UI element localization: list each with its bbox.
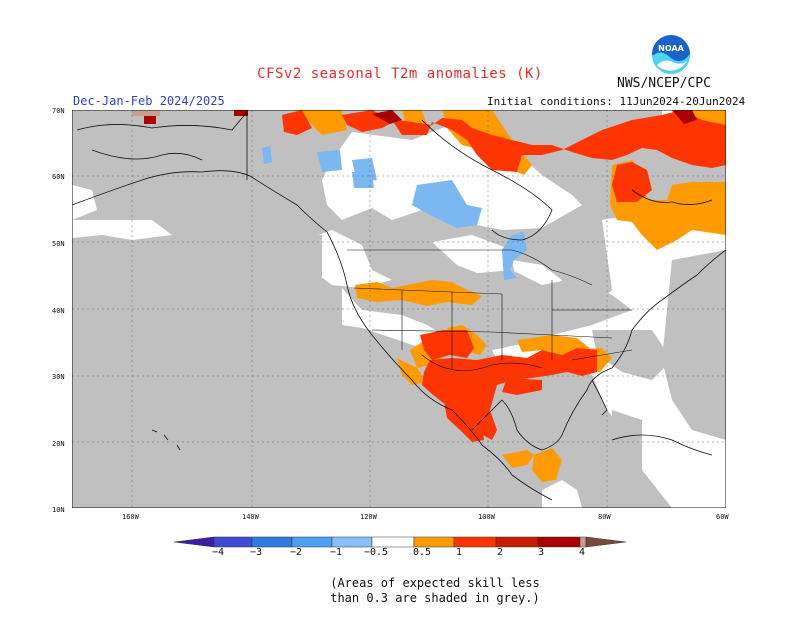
warm-anomaly-2-3 <box>144 110 697 124</box>
lon-label-160w: 160W <box>122 513 139 521</box>
colorbar-segment <box>331 536 373 548</box>
noaa-logo-text: NOAA <box>658 44 684 53</box>
lon-label-120w: 120W <box>360 513 377 521</box>
colorbar-label-p2: 2 <box>497 547 504 558</box>
colorbar-lower-arrow <box>174 536 215 548</box>
lon-label-100w: 100W <box>478 513 495 521</box>
colorbar-segment <box>371 536 415 548</box>
colorbar-label-m2: −2 <box>290 547 303 558</box>
chart-title: CFSv2 seasonal T2m anomalies (K) <box>257 66 543 82</box>
lat-label-10n: 10N <box>52 506 65 514</box>
colorbar-segment <box>453 536 497 548</box>
colorbar-upper-arrow <box>585 536 626 548</box>
lat-label-50n: 50N <box>52 240 65 248</box>
political-borders <box>347 249 633 371</box>
colorbar-segment <box>213 536 253 548</box>
season-label: Dec-Jan-Feb 2024/2025 <box>73 94 225 108</box>
noaa-logo: NOAA <box>652 35 691 74</box>
colorbar-label-p4: 4 <box>579 547 586 558</box>
lat-label-20n: 20N <box>52 440 65 448</box>
lon-label-140w: 140W <box>242 513 259 521</box>
colorbar-label-m1: −1 <box>330 547 343 558</box>
skill-note: (Areas of expected skill less than 0.3 a… <box>330 576 540 605</box>
lat-label-60n: 60N <box>52 173 65 181</box>
colorbar-label-m05: −0.5 <box>364 547 389 558</box>
anomaly-map <box>72 110 726 508</box>
lon-label-80w: 80W <box>598 513 611 521</box>
colorbar-label-p05: 0.5 <box>413 547 432 558</box>
colorbar-segment <box>495 536 539 548</box>
colorbar-segment <box>291 536 333 548</box>
lat-label-30n: 30N <box>52 373 65 381</box>
lat-label-70n: 70N <box>52 107 65 115</box>
colorbar-segment <box>579 536 587 548</box>
colorbar-label-m4: −4 <box>212 547 225 558</box>
colorbar-label-m3: −3 <box>250 547 263 558</box>
initial-conditions-label: Initial conditions: 11Jun2024-20Jun2024 <box>487 95 746 108</box>
colorbar-segment <box>251 536 293 548</box>
colorbar-label-p1: 1 <box>456 547 463 558</box>
agency-label: NWS/NCEP/CPC <box>617 76 711 91</box>
lat-label-40n: 40N <box>52 307 65 315</box>
warm-anomaly-3-4 <box>132 110 160 116</box>
colorbar-label-p3: 3 <box>538 547 545 558</box>
colorbar-segment <box>537 536 581 548</box>
skill-mask-regions <box>72 110 726 508</box>
colorbar <box>174 536 626 548</box>
colorbar-segment <box>413 536 455 548</box>
coastlines <box>72 110 726 501</box>
graticule <box>72 110 726 508</box>
lon-label-60w: 60W <box>716 513 729 521</box>
